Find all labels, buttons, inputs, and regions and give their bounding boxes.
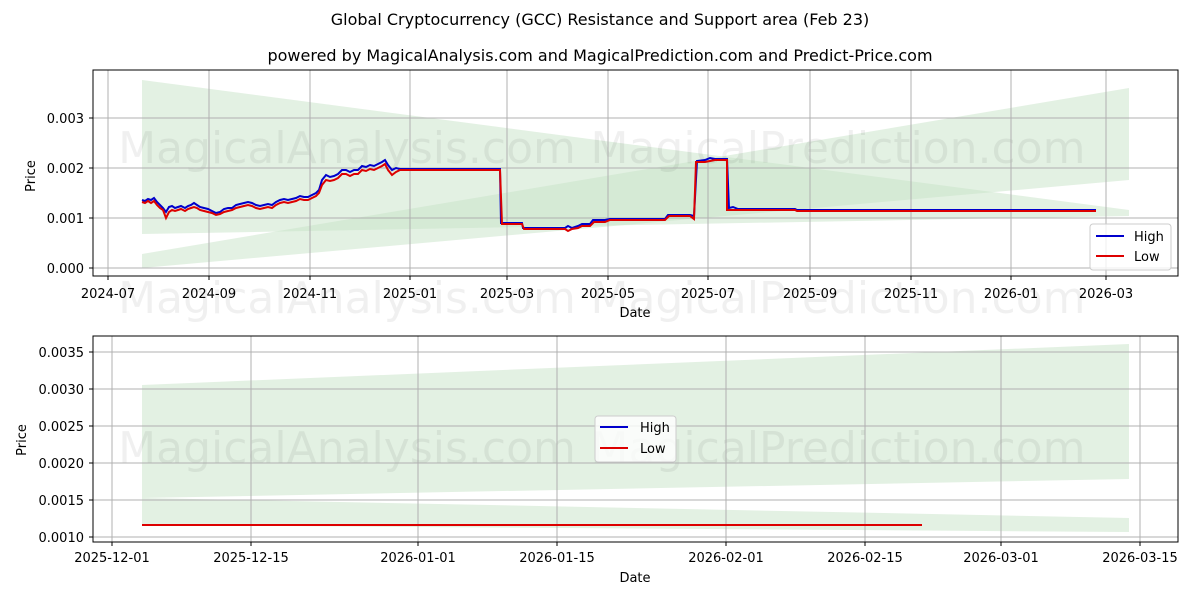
support-band — [142, 88, 1129, 268]
svg-text:0.002: 0.002 — [47, 162, 84, 177]
bottom-y-ticks: 0.0010 0.0015 0.0020 0.0025 0.0030 0.003… — [39, 346, 85, 546]
svg-text:2026-01-01: 2026-01-01 — [380, 551, 456, 566]
top-plot-frame — [92, 69, 1179, 277]
watermark-analysis-3: MagicalAnalysis.com — [118, 423, 576, 474]
high-line — [141, 156, 1096, 230]
svg-text:0.0030: 0.0030 — [39, 383, 85, 398]
svg-text:2026-01: 2026-01 — [984, 287, 1038, 302]
low-line — [141, 159, 1096, 233]
svg-text:2026-03: 2026-03 — [1079, 287, 1133, 302]
svg-text:2026-03-15: 2026-03-15 — [1102, 551, 1178, 566]
watermark-analysis: MagicalAnalysis.com — [118, 123, 576, 174]
chart-subtitle: powered by MagicalAnalysis.com and Magic… — [267, 46, 933, 65]
svg-text:2024-07: 2024-07 — [81, 287, 135, 302]
legend-high-label: High — [1134, 230, 1164, 245]
bottom-x-axis-label: Date — [619, 571, 650, 586]
svg-text:2026-02-15: 2026-02-15 — [827, 551, 903, 566]
bottom-chart: MagicalAnalysis.com MagicalPrediction.co… — [15, 335, 1179, 586]
top-legend: High Low — [1089, 223, 1172, 271]
svg-text:2025-01: 2025-01 — [383, 287, 437, 302]
svg-text:2025-12-01: 2025-12-01 — [74, 551, 150, 566]
svg-text:2025-11: 2025-11 — [884, 287, 938, 302]
legend-low-label-bottom: Low — [640, 442, 666, 457]
svg-text:2025-03: 2025-03 — [480, 287, 534, 302]
top-y-tick-marks — [89, 117, 93, 269]
legend-low-label: Low — [1134, 250, 1160, 265]
top-x-tick-marks — [107, 276, 1107, 280]
watermark-prediction-2: MagicalPrediction.com — [591, 273, 1086, 324]
svg-text:0.001: 0.001 — [47, 212, 84, 227]
svg-text:0.0035: 0.0035 — [39, 346, 85, 361]
bottom-y-axis-label: Price — [15, 424, 30, 456]
lower-band — [142, 498, 1129, 532]
watermark-prediction: MagicalPrediction.com — [591, 123, 1086, 174]
svg-text:2025-07: 2025-07 — [681, 287, 735, 302]
svg-text:2026-02-01: 2026-02-01 — [688, 551, 764, 566]
svg-text:0.003: 0.003 — [47, 112, 84, 127]
top-chart: MagicalAnalysis.com MagicalPrediction.co… — [24, 69, 1179, 324]
svg-text:2026-01-15: 2026-01-15 — [519, 551, 595, 566]
svg-text:0.0025: 0.0025 — [39, 420, 85, 435]
watermark-analysis-2: MagicalAnalysis.com — [118, 273, 576, 324]
bottom-x-tick-marks — [111, 542, 1141, 546]
svg-text:0.0010: 0.0010 — [39, 531, 85, 546]
legend-high-label-bottom: High — [640, 421, 670, 436]
bottom-y-tick-marks — [89, 351, 93, 538]
chart-title: Global Cryptocurrency (GCC) Resistance a… — [330, 10, 870, 29]
svg-text:0.0015: 0.0015 — [39, 494, 85, 509]
svg-text:2025-09: 2025-09 — [783, 287, 837, 302]
top-y-axis-label: Price — [24, 160, 39, 192]
bottom-x-ticks: 2025-12-01 2025-12-15 2026-01-01 2026-01… — [74, 551, 1178, 566]
bottom-plot-frame — [92, 335, 1179, 543]
svg-text:2024-11: 2024-11 — [283, 287, 337, 302]
top-y-ticks: 0.000 0.001 0.002 0.003 — [47, 112, 84, 277]
svg-text:0.0020: 0.0020 — [39, 457, 85, 472]
svg-text:2024-09: 2024-09 — [182, 287, 236, 302]
top-x-ticks: 2024-07 2024-09 2024-11 2025-01 2025-03 … — [81, 287, 1133, 302]
svg-text:2026-03-01: 2026-03-01 — [963, 551, 1039, 566]
bottom-legend: High Low — [594, 415, 677, 463]
top-x-axis-label: Date — [619, 306, 650, 321]
svg-text:2025-05: 2025-05 — [581, 287, 635, 302]
svg-text:2025-12-15: 2025-12-15 — [213, 551, 289, 566]
svg-text:0.000: 0.000 — [47, 262, 84, 277]
